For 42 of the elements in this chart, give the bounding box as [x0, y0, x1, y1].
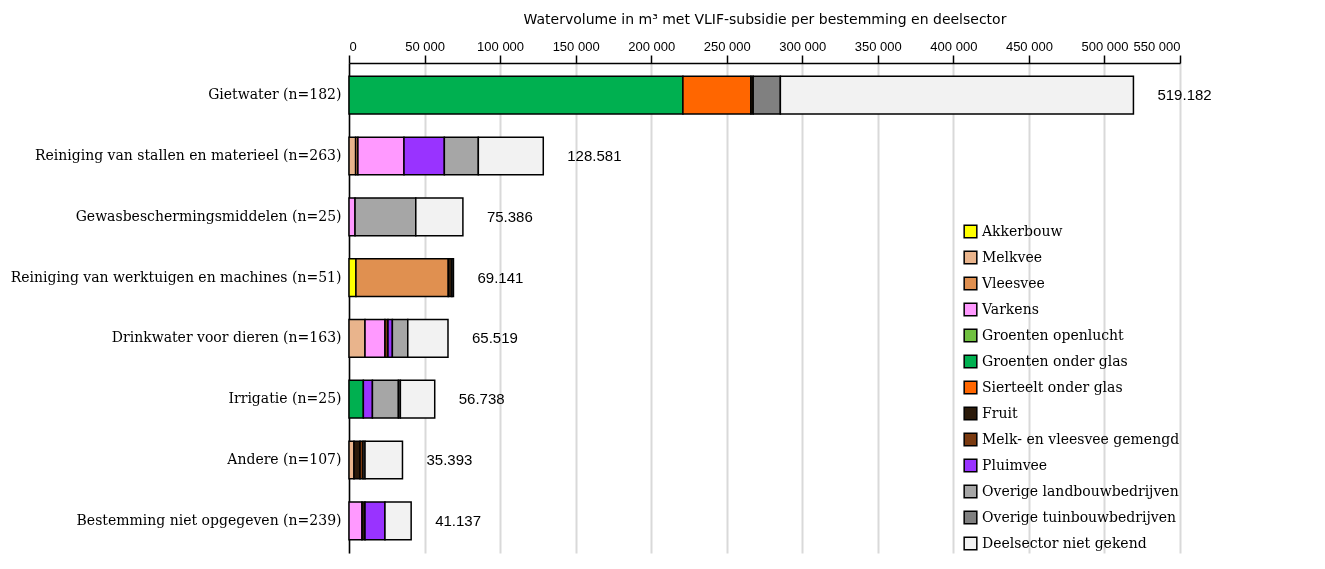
x-tick-label: 300 000 [779, 38, 827, 54]
x-tick-label: 350 000 [854, 38, 902, 54]
legend-label: Fruit [982, 404, 1018, 421]
x-tick-label: 200 000 [628, 38, 676, 54]
total-label: 75.386 [486, 207, 533, 225]
x-tick-label: 450 000 [1005, 38, 1053, 54]
x-tick-label: 100 000 [477, 38, 525, 54]
x-tick-label: 50 000 [405, 38, 445, 54]
legend-label: Overige tuinbouwbedrijven [982, 508, 1176, 525]
legend-label: Overige landbouwbedrijven [982, 482, 1179, 499]
y-tick-label: Gietwater (n=182) [208, 86, 342, 103]
legend-label: Sierteelt onder glas [982, 378, 1123, 395]
legend-label: Pluimvee [982, 456, 1048, 473]
x-axis-title: Watervolume in m³ met VLIF-subsidie per bestemming en deelsector [523, 10, 1007, 27]
total-label: 56.738 [458, 390, 505, 408]
y-tick-label: Bestemming niet opgegeven (n=239) [76, 511, 342, 528]
total-label: 128.581 [567, 147, 622, 165]
legend-label: Varkens [981, 300, 1039, 317]
legend-label: Groenten openlucht [982, 326, 1125, 343]
total-label: 35.393 [426, 450, 473, 468]
total-label: 65.519 [471, 329, 518, 347]
legend-label: Deelsector niet gekend [982, 534, 1147, 551]
legend-label: Melk- en vleesvee gemengd [982, 430, 1180, 447]
x-tick-label: 150 000 [552, 38, 600, 54]
y-tick-label: Reiniging van stallen en materieel (n=263) [34, 147, 342, 164]
legend-label: Vleesvee [981, 274, 1045, 291]
legend-label: Akkerbouw [981, 222, 1063, 239]
y-tick-label: Drinkwater voor dieren (n=163) [111, 329, 342, 346]
x-tick-label: 550 000 [1133, 38, 1181, 54]
y-tick-label: Reiniging van werktuigen en machines (n=51) [10, 268, 342, 285]
legend-label: Melkvee [982, 248, 1043, 265]
x-tick-label: 0 [349, 38, 357, 54]
x-tick-label: 500 000 [1081, 38, 1129, 54]
legend-label: Groenten onder glas [982, 352, 1128, 369]
total-label: 519.182 [1157, 86, 1212, 104]
y-tick-label: Gewasbeschermingsmiddelen (n=25) [75, 207, 342, 224]
x-tick-label: 400 000 [930, 38, 978, 54]
y-tick-label: Irrigatie (n=25) [228, 390, 342, 407]
x-tick-label: 250 000 [703, 38, 751, 54]
total-label: 41.137 [435, 511, 482, 529]
total-label: 69.141 [477, 268, 524, 286]
y-tick-label: Andere (n=107) [226, 450, 342, 467]
